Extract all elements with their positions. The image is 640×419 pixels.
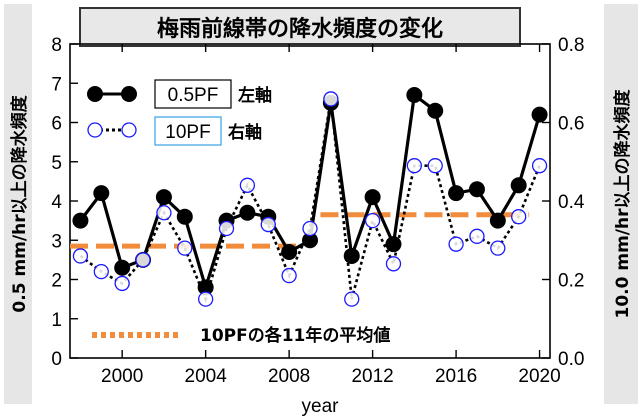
series-0-5pf-point (114, 259, 131, 276)
chart-title: 梅雨前線帯の降水頻度の変化 (157, 16, 443, 42)
series-0-5pf-point (281, 244, 298, 261)
x-tick-label: 2020 (518, 366, 560, 387)
x-axis-title: year (302, 396, 340, 417)
series-0-5pf-point (343, 247, 360, 264)
series-0-5pf-point (489, 212, 506, 229)
series-10pf-point (198, 291, 214, 307)
left-y-tick-label: 1 (51, 310, 62, 331)
series-0-5pf-point (302, 232, 318, 249)
x-tick-label: 2012 (351, 366, 393, 387)
left-y-tick-label: 8 (51, 35, 62, 56)
x-tick-label: 2008 (268, 366, 310, 387)
series-0-5pf-point (176, 208, 193, 225)
series-0-5pf-point (468, 181, 485, 198)
series-0-5pf-point (531, 106, 548, 123)
series-10pf-point (281, 267, 297, 284)
series-10pf-point (448, 236, 464, 252)
legend: 0.5PF 左軸 10PF 右軸 10PFの各11年の平均値 (87, 79, 390, 346)
series-10pf-line (79, 98, 541, 304)
left-y-tick-label: 5 (51, 153, 62, 174)
series-10pf-point (490, 240, 506, 256)
legend-10pf-marker-right (121, 122, 137, 138)
series-10pf-point (385, 256, 402, 272)
series-layer (72, 87, 548, 307)
left-y-tick-label: 3 (51, 231, 62, 252)
legend-10pf-label-box (154, 116, 222, 146)
series-10pf-point (469, 228, 485, 244)
series-10pf-point (531, 158, 548, 174)
series-10pf-point (177, 240, 193, 256)
x-tick-label: 2000 (101, 366, 143, 387)
series-10pf-point (344, 291, 360, 307)
right-axis-label-panel (604, 4, 638, 404)
series-0-5pf-point (197, 279, 214, 296)
legend-0-5pf-marker-right (121, 86, 137, 102)
legend-10pf-marker-left (87, 122, 103, 138)
x-tick-label: 2016 (435, 366, 477, 387)
series-0-5pf-point (364, 189, 381, 206)
series-0-5pf-point (406, 87, 423, 104)
legend-10pf-axis: 右軸 (228, 122, 262, 143)
series-10pf-point (260, 216, 276, 233)
left-y-tick-label: 4 (51, 192, 62, 213)
left-axis-title: 0.5 mm/hr以上の降水頻度 (9, 94, 30, 312)
series-10pf-point (93, 263, 109, 280)
series-10pf-point (427, 158, 443, 174)
left-y-tick-label: 2 (51, 271, 62, 292)
left-axis-label-panel (4, 4, 32, 404)
right-y-tick-label: 0.2 (558, 271, 584, 292)
right-y-tick-label: 0.8 (558, 35, 584, 56)
series-10pf-point (323, 91, 339, 107)
left-y-tick-label: 7 (51, 74, 62, 95)
series-10pf-point (72, 248, 89, 264)
series-0-5pf-point (448, 185, 465, 202)
series-10pf-point (156, 205, 172, 221)
right-y-tick-label: 0.0 (558, 349, 584, 370)
legend-0-5pf-label: 0.5PF (168, 85, 219, 106)
series-10pf-point (218, 220, 235, 237)
series-0-5pf-point (155, 189, 172, 206)
right-y-tick-label: 0.6 (558, 114, 584, 135)
series-0-5pf-point (72, 212, 89, 229)
plot-area-frame (69, 43, 551, 359)
legend-average-label: 10PFの各11年の平均値 (200, 325, 390, 346)
series-0-5pf-point (427, 102, 444, 119)
series-10pf-point (135, 252, 151, 268)
left-y-tick-label: 0 (51, 349, 62, 370)
series-10pf-point (239, 177, 256, 193)
right-y-tick-label: 0.4 (558, 192, 585, 213)
series-10pf-point (511, 209, 527, 225)
series-0-5pf-point (510, 177, 527, 194)
ticks-layer: 2000 2004 2008 2012 2016 2020 0 1 2 3 4 5 6 7 8 0.0 0.2 0… (51, 35, 584, 387)
series-10pf-point (302, 220, 318, 237)
legend-0-5pf-marker-left (87, 86, 103, 102)
series-10pf-point (114, 275, 130, 292)
series-10pf-point (364, 212, 381, 229)
left-y-tick-label: 6 (51, 114, 62, 135)
series-0-5pf-point (239, 204, 256, 221)
series-10pf-point (406, 158, 422, 174)
legend-0-5pf-label-box (154, 79, 232, 109)
legend-10pf-label: 10PF (165, 122, 210, 143)
legend-0-5pf-axis: 左軸 (238, 85, 272, 106)
series-0-5pf-point (93, 185, 110, 202)
title-box (79, 7, 521, 47)
x-tick-label: 2004 (185, 366, 228, 387)
series-0-5pf-point (385, 236, 402, 253)
right-axis-title: 10.0 mm/hr以上の降水頻度 (612, 89, 633, 319)
